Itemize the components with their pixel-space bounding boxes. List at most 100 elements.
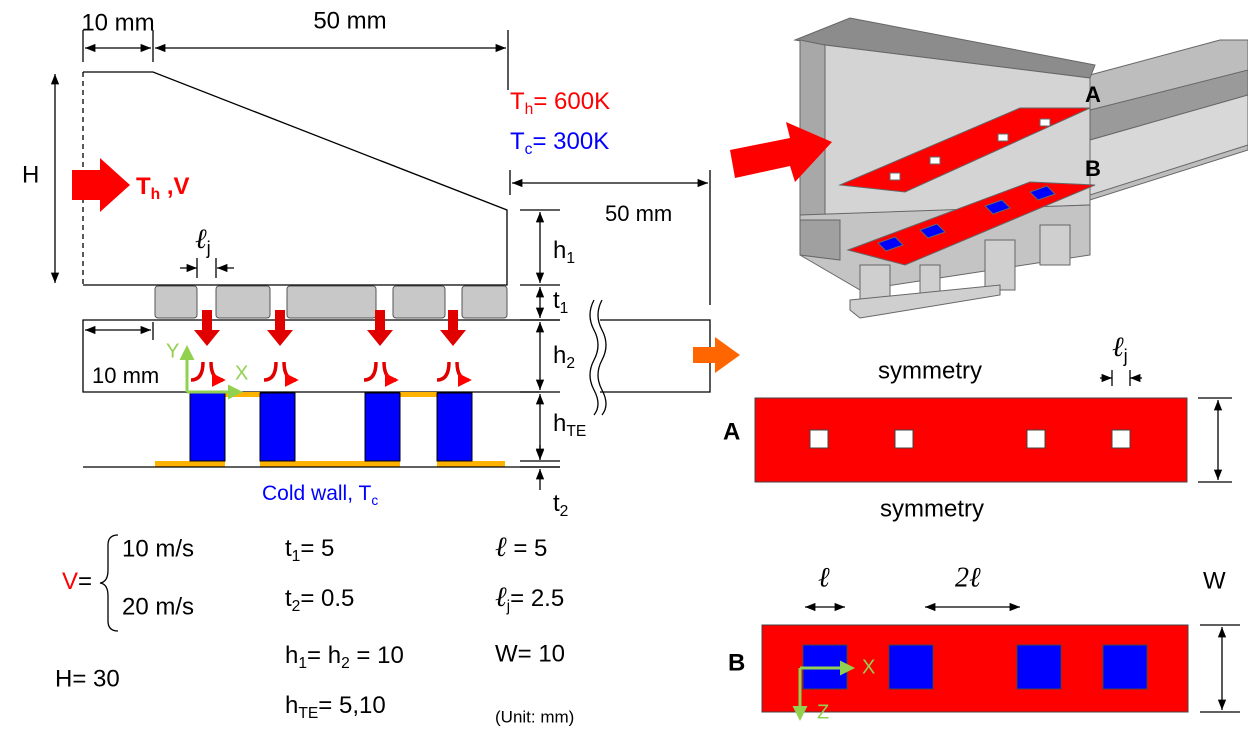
parameter: h1= h2 = 10: [285, 642, 404, 672]
module-size-label: ℓ: [818, 562, 830, 593]
stack-dimensions: [520, 209, 560, 490]
subscript: j: [506, 598, 510, 615]
axis-label: Z: [817, 701, 829, 723]
subscript: TE: [566, 423, 586, 440]
electrode: [400, 392, 437, 397]
te-leg: [436, 392, 473, 462]
te-leg-3d: [1029, 185, 1056, 201]
width-label: W: [1203, 567, 1226, 594]
text-part: T: [359, 482, 372, 505]
pillar: [919, 264, 941, 296]
subscript: TE: [298, 705, 318, 722]
plate-label: A: [723, 418, 740, 445]
dim-label: h2: [553, 342, 575, 372]
spacing-label: 2ℓ: [955, 562, 981, 593]
te-leg: [189, 392, 226, 462]
subscript: 2: [566, 355, 575, 372]
text-part: = 5: [507, 535, 548, 562]
electrode: [437, 461, 505, 467]
isometric-view: [730, 17, 1248, 319]
parameter: t2= 0.5: [285, 585, 354, 615]
dim-label: t2: [553, 490, 568, 520]
subscript: h: [151, 186, 161, 203]
subscript: 2: [560, 503, 569, 520]
inlet-arrow-3d: [730, 122, 832, 182]
jet-hole: [889, 172, 901, 181]
hot-temperature: Th= 600K: [510, 88, 610, 118]
edge-label: symmetry: [878, 357, 982, 384]
jet-arrow: [367, 310, 393, 346]
height-label: H: [22, 161, 39, 188]
parameter: H= 30: [55, 665, 120, 692]
text-part: t: [285, 585, 292, 612]
jet-hole: [1039, 118, 1051, 127]
text-part: = 0.5: [300, 585, 354, 612]
te-leg: [1102, 644, 1148, 690]
te-leg: [259, 392, 296, 462]
parameters: V= 10 m/s 20 m/s H= 30 t1= 5 t2= 0.5 h1=…: [55, 532, 574, 726]
inlet-label: Th ,V: [136, 173, 190, 203]
electrode: [155, 461, 225, 467]
dim-label: 50 mm: [605, 201, 672, 226]
cold-wall-label: Cold wall, Tc: [262, 482, 378, 508]
duct-outline: [83, 71, 508, 286]
jet-arrow: [194, 310, 220, 346]
jet-plate: [154, 285, 508, 319]
text-part: h: [553, 237, 566, 264]
text-part: h: [553, 342, 566, 369]
jet-arrow: [440, 310, 466, 346]
subscript: 1: [298, 655, 307, 672]
parameter: W= 10: [495, 640, 565, 667]
subscript: 2: [292, 598, 301, 615]
text-part: t: [553, 490, 560, 517]
velocity-option: 10 m/s: [122, 535, 194, 562]
channel-outline: [82, 319, 560, 393]
te-legs: [189, 392, 473, 462]
plate-b-3d: [846, 181, 1096, 266]
jet-arrow: [267, 310, 293, 346]
subscript: c: [525, 141, 533, 158]
text-part: = 5,10: [318, 692, 385, 719]
text-part: = 5: [300, 535, 334, 562]
brace: [99, 534, 119, 632]
plate-segment: [215, 285, 271, 319]
text-part: = 600K: [533, 88, 610, 115]
dim-label: 10 mm: [92, 363, 159, 388]
subscript: c: [371, 493, 378, 508]
jet-hole: [809, 429, 829, 449]
jets: [194, 310, 466, 346]
te-leg-3d: [984, 199, 1011, 215]
text-part: t: [553, 287, 560, 314]
plate-segment: [392, 285, 446, 319]
te-leg-3d: [877, 236, 904, 252]
text-part: ℓ: [495, 532, 507, 563]
subscript: 1: [292, 548, 301, 565]
parameter: ℓj= 2.5: [495, 582, 564, 615]
parameter: ℓ = 5: [495, 532, 547, 563]
text-part: = 2.5: [510, 585, 564, 612]
dim-label: 10 mm: [81, 9, 154, 36]
break-mark: [589, 299, 607, 416]
cross-section: 10 mm 50 mm H Th ,V ℓj: [22, 7, 740, 520]
plate-a-3d: [838, 107, 1091, 193]
parameter: t1= 5: [285, 535, 334, 565]
dim-label: h1: [553, 237, 575, 267]
pillar: [984, 239, 1016, 291]
text-part: T: [510, 128, 525, 155]
text-part: ℓ: [195, 224, 207, 255]
jet-width-label: ℓj: [1112, 332, 1128, 365]
plate-b: B ℓ 2ℓ W X Z: [728, 562, 1240, 723]
jet-hole: [1026, 429, 1046, 449]
subscript: j: [206, 238, 211, 258]
text-part: T: [510, 88, 525, 115]
plate-segment: [286, 285, 377, 319]
text-part: h: [285, 692, 298, 719]
velocity-symbol: V: [62, 568, 78, 595]
te-leg: [1016, 644, 1062, 690]
equals: =: [78, 568, 92, 595]
text-part: = h: [307, 642, 341, 669]
subscript: j: [1123, 346, 1128, 366]
te-leg-3d: [919, 223, 946, 239]
text-part: T: [136, 173, 151, 200]
